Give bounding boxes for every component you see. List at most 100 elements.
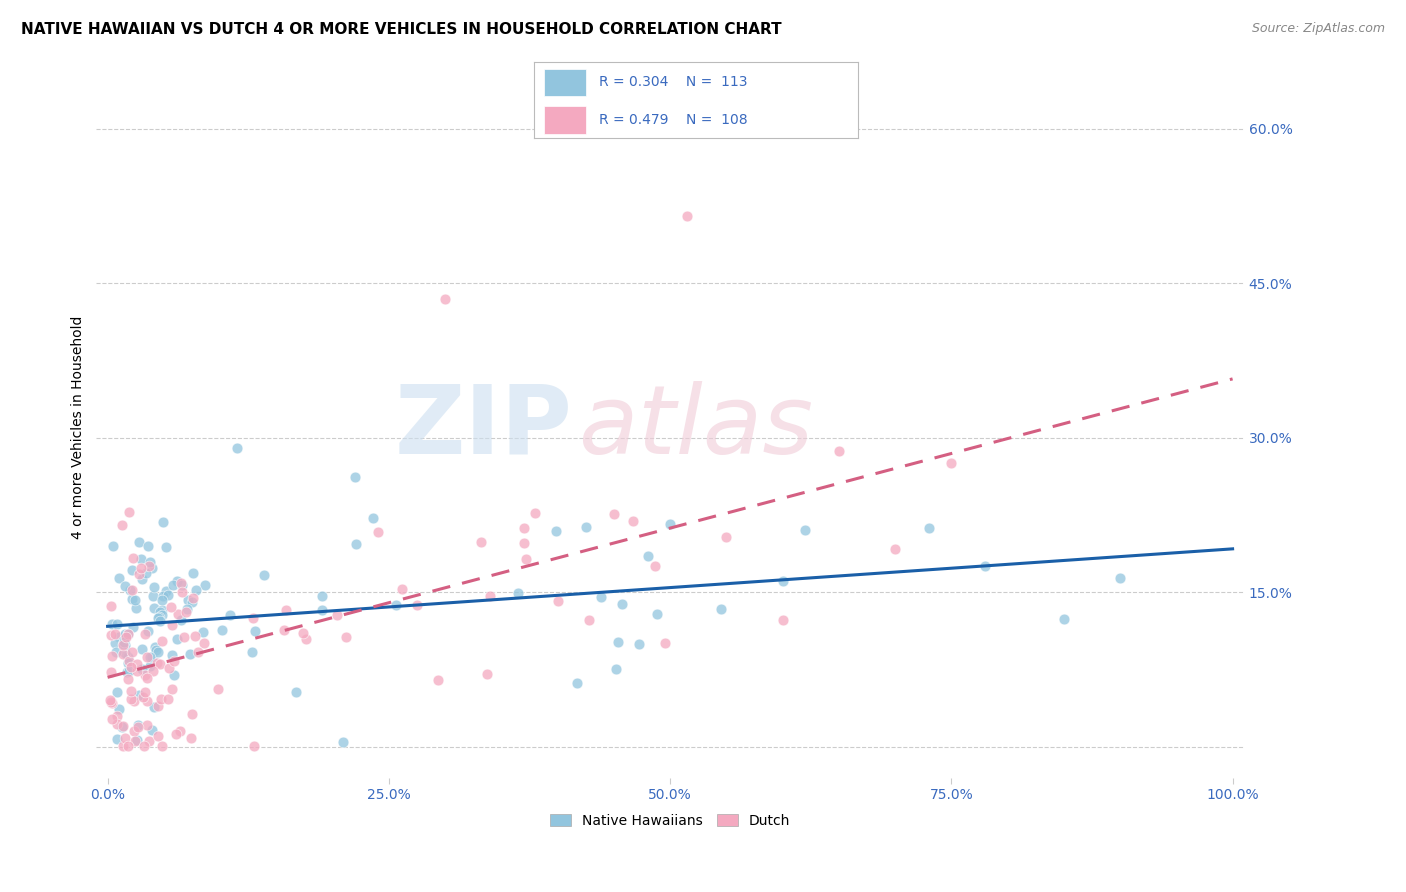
Point xyxy=(101,616,124,631)
Point xyxy=(276,603,298,617)
Point xyxy=(181,566,204,580)
Point xyxy=(184,582,207,597)
Point xyxy=(143,700,166,714)
Point xyxy=(180,731,202,745)
Point xyxy=(122,619,145,633)
Point xyxy=(136,624,159,639)
Point xyxy=(122,551,145,566)
Point xyxy=(105,685,128,699)
Point xyxy=(311,603,333,617)
Point xyxy=(211,624,233,638)
Point xyxy=(121,563,143,577)
Point xyxy=(122,694,145,708)
Point xyxy=(605,662,627,676)
Point xyxy=(654,636,676,650)
Point xyxy=(470,535,492,549)
Point xyxy=(194,578,217,592)
Point xyxy=(884,541,907,556)
Point xyxy=(391,582,413,596)
Point xyxy=(941,456,963,470)
Point xyxy=(120,660,142,674)
Point xyxy=(193,636,215,650)
Point xyxy=(152,515,174,529)
Point xyxy=(187,645,209,659)
Point xyxy=(513,536,536,550)
Point xyxy=(108,571,131,585)
Point xyxy=(142,589,165,603)
Point xyxy=(121,591,143,606)
Point xyxy=(135,694,157,708)
Legend: Native Hawaiians, Dutch: Native Hawaiians, Dutch xyxy=(544,808,796,834)
Point xyxy=(160,600,183,615)
Point xyxy=(107,702,129,716)
Point xyxy=(136,718,159,732)
Point xyxy=(506,586,529,600)
Point xyxy=(173,631,195,645)
Point xyxy=(114,646,136,660)
Point xyxy=(150,603,173,617)
Point xyxy=(100,695,122,709)
Text: R = 0.479    N =  108: R = 0.479 N = 108 xyxy=(599,113,748,127)
Point xyxy=(129,551,152,566)
Point xyxy=(124,592,146,607)
Point xyxy=(114,579,136,593)
Point xyxy=(180,595,202,609)
Point xyxy=(122,724,145,739)
Point xyxy=(676,210,699,224)
Point xyxy=(149,657,172,672)
Point xyxy=(176,602,198,616)
Point xyxy=(135,566,157,580)
Point xyxy=(125,732,148,747)
Point xyxy=(610,597,633,611)
Point xyxy=(406,598,429,612)
Point xyxy=(794,524,817,538)
Point xyxy=(112,719,135,733)
Point xyxy=(177,592,200,607)
Point xyxy=(117,627,139,641)
Point xyxy=(155,540,177,554)
Point xyxy=(974,559,997,574)
Point xyxy=(141,561,163,575)
Point xyxy=(603,508,626,522)
Point xyxy=(367,525,389,540)
Point xyxy=(139,649,162,664)
Point xyxy=(138,734,160,748)
Point xyxy=(129,560,152,574)
Point xyxy=(162,648,184,663)
Point xyxy=(117,739,139,753)
Point xyxy=(117,627,139,641)
Point xyxy=(253,567,276,582)
Point xyxy=(181,591,204,606)
Point xyxy=(637,549,659,563)
Point xyxy=(479,589,502,603)
Point xyxy=(115,665,138,679)
Point xyxy=(139,658,162,673)
Point xyxy=(240,644,263,658)
Point xyxy=(166,574,188,588)
Point xyxy=(111,739,134,753)
Point xyxy=(567,676,589,690)
Point xyxy=(112,637,135,651)
Point xyxy=(326,607,349,622)
Point xyxy=(127,718,149,732)
Point xyxy=(150,634,173,648)
Point xyxy=(1053,612,1076,626)
Text: Source: ZipAtlas.com: Source: ZipAtlas.com xyxy=(1251,22,1385,36)
Point xyxy=(155,584,177,599)
Point xyxy=(111,720,134,734)
Point xyxy=(176,605,198,619)
Point xyxy=(156,692,179,706)
Point xyxy=(659,516,682,531)
Point xyxy=(166,632,188,646)
Point xyxy=(143,640,166,654)
Point xyxy=(434,292,457,306)
Point xyxy=(311,590,333,604)
Point xyxy=(166,607,188,621)
Point xyxy=(273,623,295,637)
Point xyxy=(291,626,314,640)
Point xyxy=(127,720,149,734)
Point xyxy=(170,575,193,590)
Point xyxy=(139,556,162,570)
Point xyxy=(361,511,384,525)
Point xyxy=(135,650,157,665)
